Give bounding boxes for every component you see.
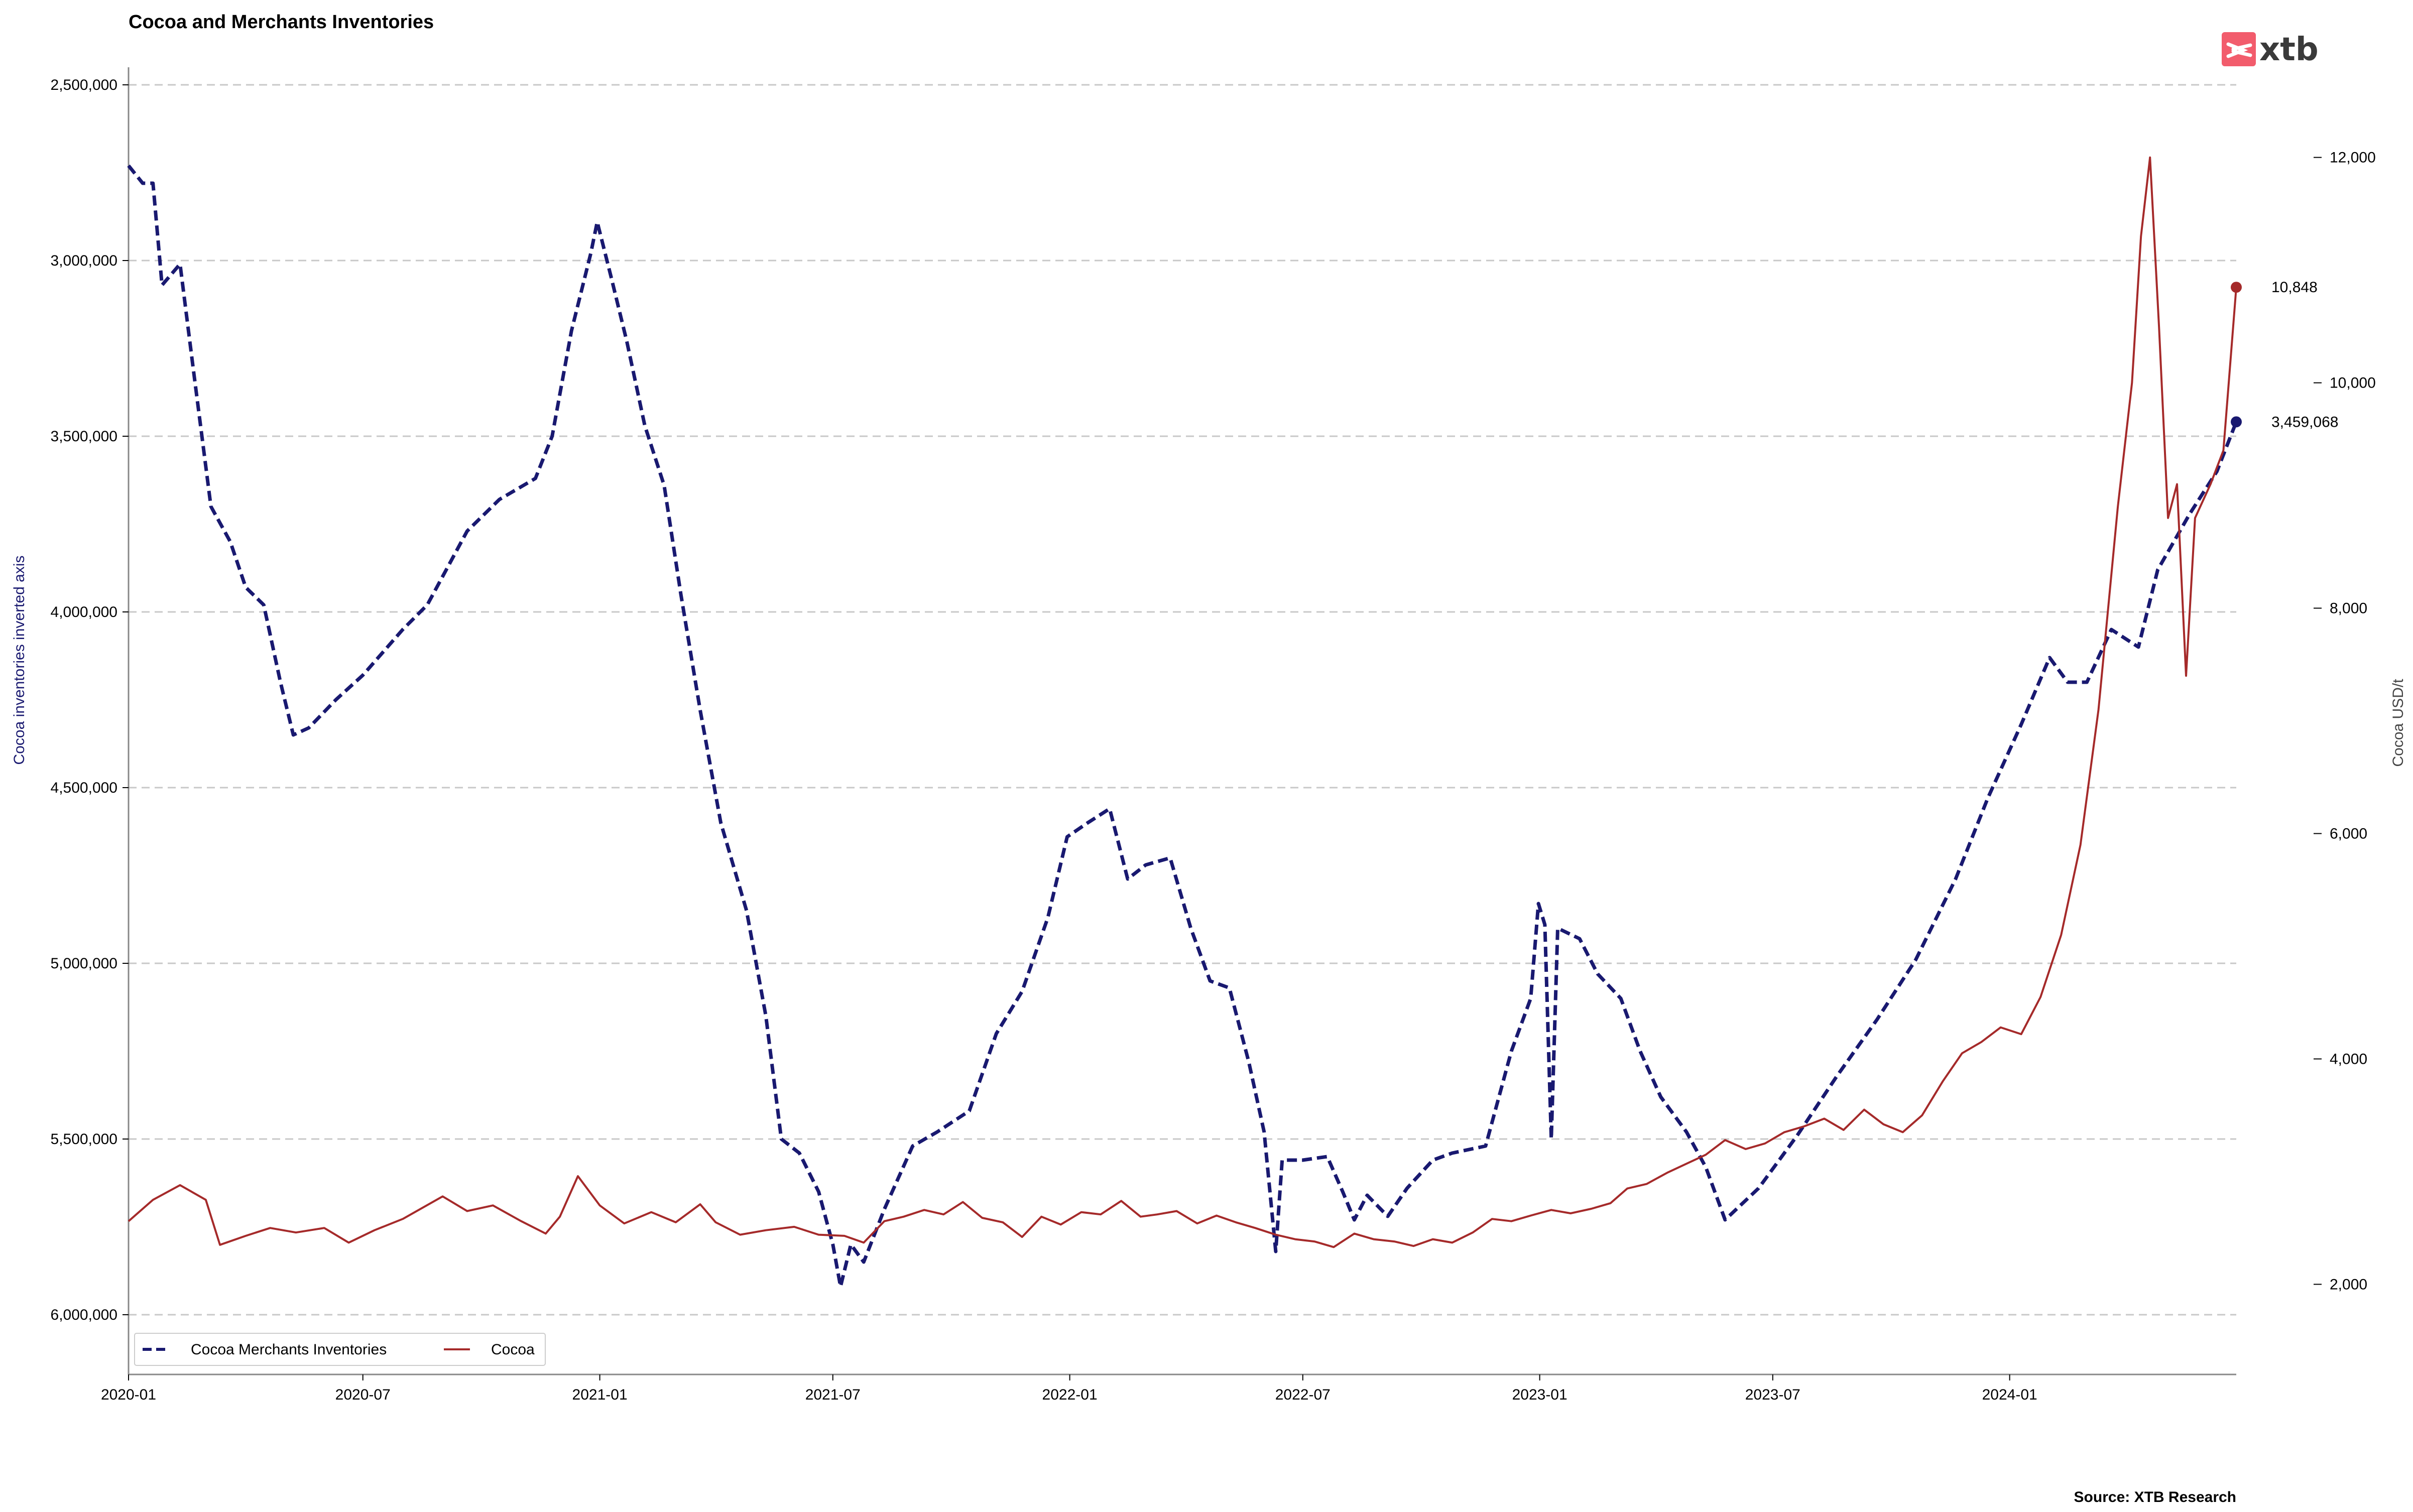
x-tick-label: 2021-07 bbox=[805, 1387, 861, 1403]
legend-label-cocoa: Cocoa bbox=[491, 1341, 535, 1358]
left-tick-label: 4,000,000 bbox=[51, 604, 117, 620]
series-line-inventories bbox=[127, 164, 2238, 1289]
right-tick-label: 8,000 bbox=[2330, 600, 2367, 617]
chart-title: Cocoa and Merchants Inventories bbox=[129, 12, 434, 33]
x-tick-label: 2023-01 bbox=[1512, 1387, 1567, 1403]
left-tick-label: 3,000,000 bbox=[51, 253, 117, 269]
left-axis-ticks: 2,500,000 3,000,000 3,500,000 4,000,000 4,50… bbox=[51, 77, 129, 1323]
legend: Cocoa Merchants Inventories Cocoa bbox=[134, 1333, 546, 1366]
series-line-cocoa bbox=[128, 156, 2237, 1248]
x-axis-ticks: 2020-01 2020-07 2021-01 2021-07 2022-01 2022-… bbox=[101, 1374, 2037, 1403]
right-tick-label: 2,000 bbox=[2330, 1276, 2367, 1293]
left-tick-label: 3,500,000 bbox=[51, 428, 117, 445]
x-tick-label: 2023-07 bbox=[1745, 1387, 1800, 1403]
right-tick-label: 12,000 bbox=[2330, 150, 2376, 166]
series-lines bbox=[127, 156, 2238, 1289]
left-tick-label: 2,500,000 bbox=[51, 77, 117, 93]
left-tick-label: 6,000,000 bbox=[51, 1307, 117, 1323]
right-axis-label: Cocoa USD/t bbox=[2390, 679, 2406, 767]
right-axis-ticks: 2,000 4,000 6,000 8,000 10,000 12,000 bbox=[2314, 150, 2376, 1293]
left-tick-label: 4,500,000 bbox=[51, 780, 117, 796]
end-marker-inventories bbox=[2231, 416, 2242, 428]
left-tick-label: 5,500,000 bbox=[51, 1131, 117, 1148]
gridlines bbox=[129, 84, 2236, 1316]
axes bbox=[128, 67, 2236, 1375]
x-tick-label: 2021-01 bbox=[572, 1387, 628, 1403]
x-tick-label: 2020-01 bbox=[101, 1387, 156, 1403]
right-tick-label: 10,000 bbox=[2330, 375, 2376, 392]
end-label-inventories: 3,459,068 bbox=[2271, 414, 2338, 430]
legend-label-inventories: Cocoa Merchants Inventories bbox=[191, 1341, 387, 1358]
series-end-markers: 3,459,068 10,848 bbox=[2231, 279, 2338, 430]
x-tick-label: 2020-07 bbox=[335, 1387, 391, 1403]
right-tick-label: 6,000 bbox=[2330, 825, 2367, 842]
x-tick-label: 2024-01 bbox=[1982, 1387, 2037, 1403]
x-tick-label: 2022-01 bbox=[1042, 1387, 1098, 1403]
xtb-logo: xtb bbox=[2222, 31, 2319, 68]
right-tick-label: 4,000 bbox=[2330, 1051, 2367, 1067]
source-note: Source: XTB Research bbox=[2074, 1489, 2236, 1505]
end-label-cocoa: 10,848 bbox=[2271, 279, 2318, 296]
legend-box bbox=[134, 1333, 546, 1366]
xtb-logo-text: xtb bbox=[2259, 31, 2319, 68]
x-tick-label: 2022-07 bbox=[1275, 1387, 1331, 1403]
left-axis-label: Cocoa inventories inverted axis bbox=[11, 556, 28, 765]
end-marker-cocoa bbox=[2231, 282, 2242, 293]
left-tick-label: 5,000,000 bbox=[51, 955, 117, 972]
xtb-logo-mark bbox=[2226, 42, 2252, 58]
